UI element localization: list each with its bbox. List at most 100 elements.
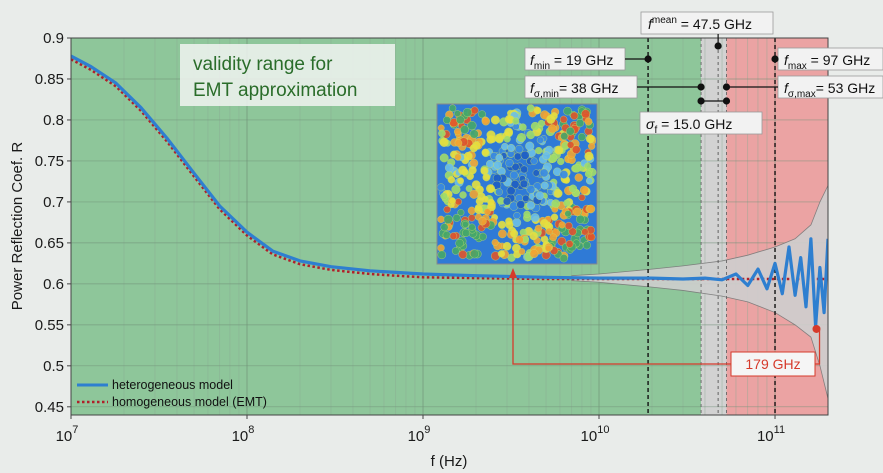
sigma-f-label-box: [639, 111, 763, 135]
connector-dot: [722, 83, 731, 91]
inset-grain: [470, 249, 479, 259]
inset-frame: [436, 103, 598, 265]
179ghz-label: 179 GHz: [745, 356, 800, 372]
inset-grain: [459, 191, 467, 199]
legend: heterogeneous model homogeneous model (E…: [77, 378, 267, 409]
inset-grain: [526, 200, 536, 210]
x-tick-label: 108: [232, 424, 255, 445]
inset-grain: [506, 186, 516, 196]
inset-grain: [559, 170, 569, 179]
inset-grain: [529, 249, 539, 259]
inset-grain: [518, 248, 526, 255]
inset-grain: [463, 151, 473, 161]
inset-grain: [568, 227, 577, 236]
inset-grain: [498, 229, 507, 239]
y-tick-label: 0.65: [35, 235, 64, 252]
legend-label-homogeneous: homogeneous model (EMT): [112, 395, 267, 409]
inset-grain: [572, 163, 582, 173]
fmin-label: fmin = 19 GHz: [530, 52, 613, 72]
y-tick-label: 0.75: [35, 153, 64, 170]
inset-grain: [586, 204, 596, 214]
inset-grain: [454, 139, 463, 147]
inset-grain: [481, 148, 490, 157]
inset-grain: [512, 117, 520, 125]
plot-frame: [70, 37, 829, 416]
inset-grain: [581, 109, 591, 119]
inset-grain: [568, 184, 578, 193]
inset-grain: [449, 232, 458, 240]
inset-grain: [448, 104, 457, 112]
validity-label-box: [180, 44, 395, 106]
inset-grain: [530, 121, 540, 131]
x-axis-label: f (Hz): [431, 453, 468, 470]
inset-grain: [570, 111, 579, 120]
inset-grain: [437, 215, 445, 223]
inset-grain: [478, 232, 487, 241]
inset-grain: [483, 208, 491, 216]
inset-grain: [490, 115, 500, 125]
inset-grain: [493, 160, 503, 170]
179ghz-pointer: [509, 268, 821, 365]
inset-grain: [563, 106, 572, 116]
legend-label-heterogeneous: heterogeneous model: [112, 378, 233, 392]
inset-grain: [557, 237, 567, 246]
inset-grain: [540, 110, 550, 120]
inset-grain: [453, 127, 462, 136]
inset-grain: [454, 153, 462, 161]
inset-grain: [437, 244, 445, 252]
inset-grain: [509, 170, 519, 180]
validity-line-1: validity range for: [193, 54, 333, 75]
inset-grain: [565, 240, 574, 248]
x-tick-label: 107: [56, 424, 79, 445]
inset-grain: [550, 112, 558, 120]
inset-grain: [443, 205, 451, 214]
inset-grain: [443, 214, 453, 225]
inset-grain: [513, 152, 522, 161]
inset-grain: [507, 143, 516, 152]
inset-grain: [468, 223, 476, 231]
fmean-label: fmean = 47.5 GHz: [648, 15, 752, 32]
inset-grain: [533, 106, 542, 115]
connector-dot: [771, 55, 779, 63]
connector-dot: [722, 97, 731, 105]
inset-grain: [486, 159, 495, 168]
inset-grain: [457, 177, 464, 185]
x-tick-label: 1011: [757, 424, 785, 445]
inset-grain: [530, 213, 540, 223]
connector-dot: [644, 55, 652, 63]
inset-grain: [486, 130, 496, 140]
inset-grain: [454, 198, 462, 206]
inset-grain: [451, 185, 461, 195]
x-tick-label: 1010: [581, 424, 610, 445]
inset-grain: [585, 177, 593, 185]
inset-grain: [540, 219, 549, 228]
inset-grain: [468, 214, 476, 222]
y-tick-label: 0.45: [35, 399, 64, 416]
inset-grain: [578, 194, 586, 201]
inset-grain: [567, 141, 575, 149]
inset-grain: [510, 229, 519, 238]
inset-grain: [513, 211, 521, 220]
inset-grain: [526, 184, 536, 194]
inset-grain: [550, 213, 559, 221]
inset-grain: [510, 180, 520, 189]
inset-grain: [505, 158, 514, 168]
inset-grain: [575, 118, 585, 128]
uncertainty-band: [571, 185, 828, 399]
inset-grain: [584, 162, 592, 170]
inset-grain: [526, 104, 535, 113]
inset-grain: [478, 217, 487, 226]
y-tick-label: 0.85: [35, 71, 64, 88]
y-axis-label: Power Reflection Coef. R: [9, 142, 26, 311]
y-tick-label: 0.9: [43, 30, 64, 47]
inset-grain: [520, 165, 528, 174]
inset-grain: [576, 214, 585, 224]
pointer-arrowhead: [509, 268, 517, 278]
inset-grain: [469, 129, 479, 139]
inset-grain: [535, 147, 543, 155]
inset-grain: [559, 115, 568, 124]
inset-grain: [469, 189, 479, 199]
inset-grain: [516, 200, 525, 209]
179ghz-label-box: [730, 351, 816, 377]
inset-grain: [456, 115, 465, 125]
